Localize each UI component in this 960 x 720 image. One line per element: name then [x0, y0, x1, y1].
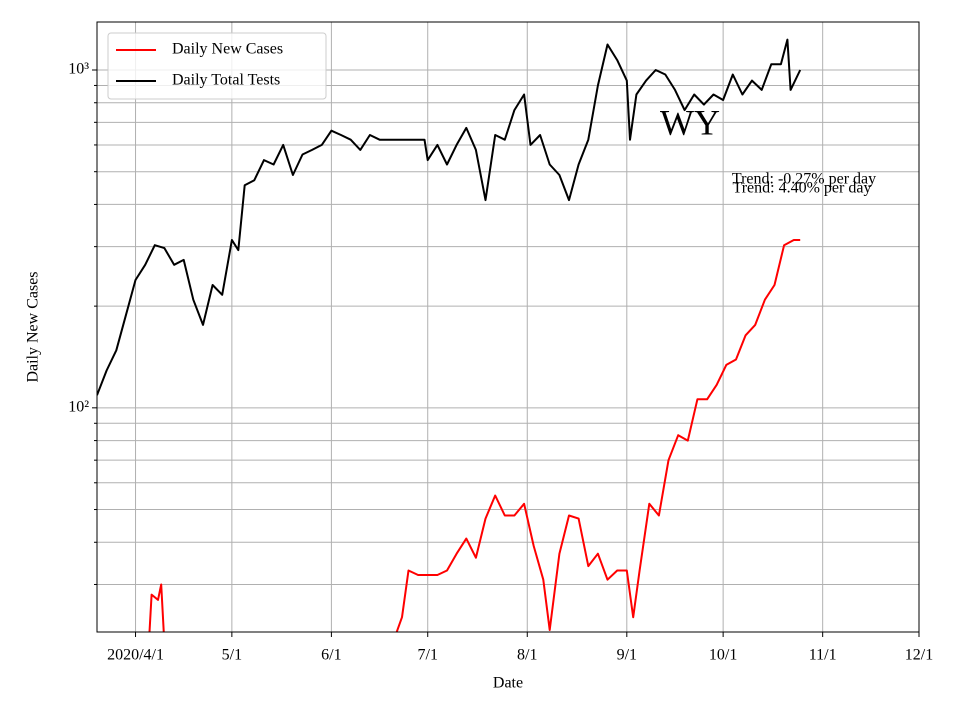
plot-frame [96, 21, 920, 633]
y-tick-label: 10² [68, 399, 89, 416]
x-tick-label: 10/1 [709, 647, 737, 664]
data-line [97, 38, 802, 396]
data-line [148, 583, 165, 632]
x-tick-label: 7/1 [418, 647, 438, 664]
legend-label: Daily New Cases [172, 41, 283, 58]
legend-label: Daily Total Tests [172, 72, 280, 89]
chart-title: WY [660, 102, 720, 142]
x-tick-label: 11/1 [809, 647, 837, 664]
x-tick-label: 8/1 [517, 647, 537, 664]
x-tick-label: 5/1 [222, 647, 242, 664]
x-tick-label: 6/1 [321, 647, 341, 664]
x-tick-label: 2020/4/1 [107, 647, 164, 664]
y-axis-label: Daily New Cases [25, 271, 42, 382]
x-tick-label: 12/1 [905, 647, 933, 664]
x-axis-label: Date [493, 675, 523, 692]
legend-box [107, 32, 327, 100]
data-line [395, 239, 801, 632]
annotation: Trend: 4.40% per day [733, 180, 872, 197]
annotation: Trend: -0.27% per day [732, 171, 876, 188]
y-tick-label: 10³ [68, 61, 89, 78]
x-tick-label: 9/1 [617, 647, 637, 664]
